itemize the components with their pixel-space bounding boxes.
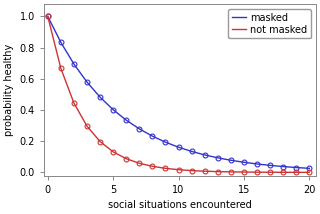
not masked <box>85 125 89 128</box>
not masked <box>294 171 298 174</box>
not masked <box>255 171 259 174</box>
masked <box>59 41 63 44</box>
masked <box>229 159 233 162</box>
masked <box>111 108 115 111</box>
masked <box>177 146 180 149</box>
not masked <box>137 162 141 165</box>
masked <box>137 128 141 130</box>
masked <box>242 161 246 163</box>
not masked <box>150 165 154 168</box>
masked <box>281 165 285 168</box>
masked <box>294 166 298 169</box>
masked <box>72 63 76 65</box>
not masked <box>177 168 180 171</box>
not masked <box>46 15 50 18</box>
not masked <box>124 158 128 160</box>
masked <box>98 96 102 98</box>
Line: masked: masked <box>45 14 312 171</box>
masked <box>216 157 220 159</box>
not masked <box>308 171 311 174</box>
masked <box>268 164 272 167</box>
masked <box>164 141 167 143</box>
not masked <box>190 169 194 172</box>
not masked <box>229 171 233 173</box>
not masked <box>242 171 246 173</box>
not masked <box>268 171 272 174</box>
masked <box>255 163 259 165</box>
not masked <box>98 140 102 143</box>
masked <box>203 154 207 156</box>
not masked <box>111 151 115 153</box>
not masked <box>164 167 167 170</box>
masked <box>46 15 50 18</box>
Y-axis label: probability healthy: probability healthy <box>4 44 14 136</box>
not masked <box>72 102 76 104</box>
not masked <box>281 171 285 174</box>
Line: not masked: not masked <box>45 14 312 175</box>
not masked <box>59 67 63 70</box>
masked <box>150 135 154 137</box>
Legend: masked, not masked: masked, not masked <box>228 9 311 39</box>
masked <box>308 167 311 170</box>
X-axis label: social situations encountered: social situations encountered <box>108 200 252 210</box>
not masked <box>203 170 207 172</box>
not masked <box>216 170 220 173</box>
masked <box>190 150 194 153</box>
masked <box>124 119 128 122</box>
masked <box>85 81 89 83</box>
